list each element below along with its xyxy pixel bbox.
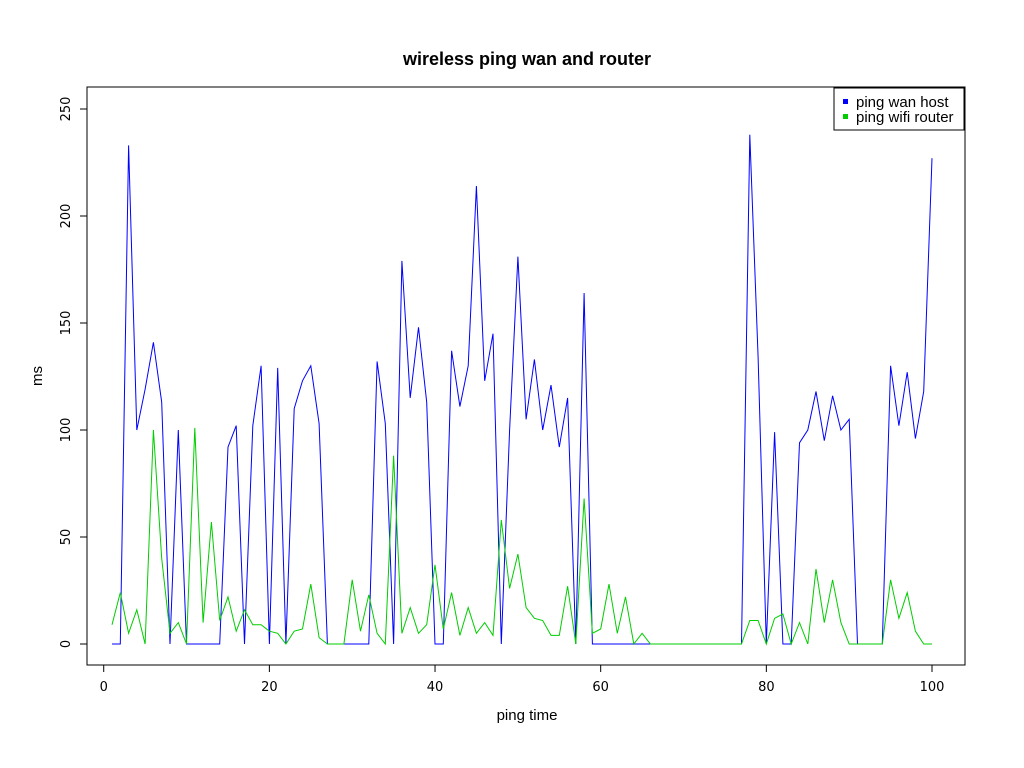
chart-title: wireless ping wan and router <box>402 49 651 69</box>
x-tick-label: 20 <box>261 680 278 695</box>
legend: ping wan host ping wifi router <box>833 87 965 131</box>
x-axis-label: ping time <box>497 707 558 724</box>
x-axis: 0 20 40 60 80 100 <box>100 664 945 695</box>
legend-box <box>833 87 965 131</box>
series-line-wan-host <box>112 134 933 645</box>
x-tick-label: 40 <box>427 680 444 695</box>
y-tick-label: 0 <box>59 640 74 648</box>
plot-frame <box>86 86 966 666</box>
x-tick-label: 80 <box>758 680 775 695</box>
y-axis-label: ms <box>29 366 46 386</box>
y-axis: 0 50 100 150 200 250 <box>59 97 88 648</box>
x-tick-label: 100 <box>920 680 945 695</box>
series-line-wifi-router <box>111 427 932 646</box>
y-tick-label: 150 <box>59 311 74 336</box>
legend-swatch-wan <box>843 99 848 104</box>
y-tick-label: 250 <box>59 97 74 122</box>
x-tick-label: 0 <box>100 680 108 695</box>
series-layer <box>111 134 933 646</box>
y-tick-label: 50 <box>59 529 74 546</box>
legend-label-wan: ping wan host <box>856 94 949 111</box>
y-tick-label: 100 <box>59 418 74 443</box>
y-tick-label: 200 <box>59 204 74 229</box>
x-tick-label: 60 <box>592 680 609 695</box>
legend-label-wifi: ping wifi router <box>856 109 954 126</box>
legend-swatch-wifi <box>843 114 848 119</box>
